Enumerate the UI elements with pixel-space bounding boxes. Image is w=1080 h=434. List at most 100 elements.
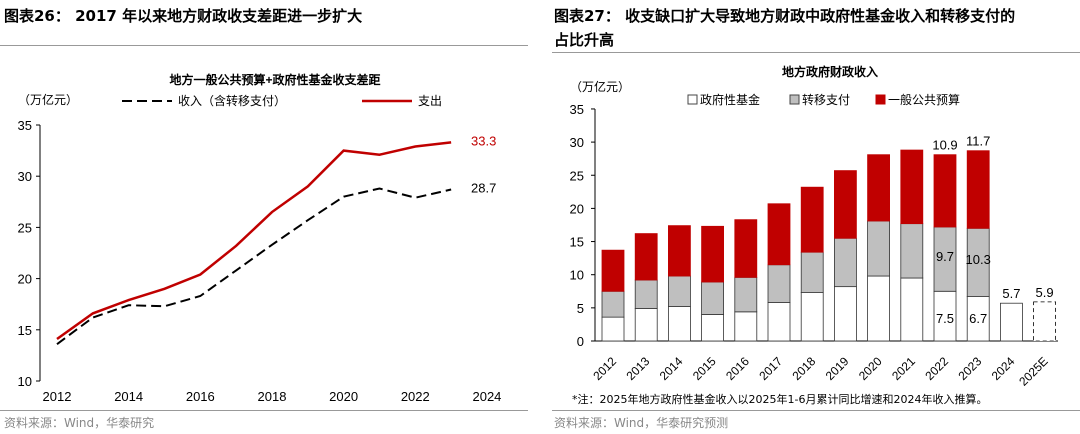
y-tick-label: 25 [18, 220, 32, 235]
bar-2020-1 [867, 220, 890, 277]
y-tick-label: 0 [577, 334, 584, 349]
income-end-label: 28.7 [471, 181, 496, 196]
bar-2024-0 [1000, 302, 1023, 342]
x-tick-label: 2016 [723, 354, 752, 383]
x-tick-label: 2022 [401, 389, 430, 404]
y-tick-label: 10 [18, 374, 32, 389]
bar-2017-2 [767, 203, 791, 266]
right-title-rule [552, 52, 1080, 53]
x-tick-label: 2024 [989, 354, 1018, 383]
x-tick-label: 2025E [1016, 354, 1050, 388]
x-tick-label: 2024 [472, 389, 501, 404]
data-label: 10.3 [966, 252, 991, 267]
x-tick-label: 2014 [114, 389, 143, 404]
bar-2013-2 [634, 233, 658, 281]
legend-label-income: 收入（含转移支付） [178, 93, 286, 108]
right-chart-title: 地方政府财政收入 [782, 64, 878, 79]
data-label: 10.9 [932, 138, 957, 153]
x-tick-label: 2015 [690, 354, 719, 383]
data-label: 7.5 [936, 311, 954, 326]
bar-2020-0 [867, 275, 890, 342]
x-tick-label: 2019 [823, 354, 852, 383]
bar-2023-2 [966, 150, 990, 229]
x-tick-label: 2013 [624, 354, 653, 383]
y-tick-label: 35 [18, 118, 32, 133]
left-chart-title: 地方一般公共预算+政府性基金收支差距 [169, 72, 380, 87]
bar-2015-2 [701, 225, 724, 283]
bar-2018-1 [800, 251, 824, 294]
x-tick-label: 2021 [889, 354, 918, 383]
bar-2017-1 [767, 264, 791, 303]
bar-2013-0 [634, 308, 658, 342]
data-label: 5.9 [1036, 285, 1054, 300]
bar-2014-1 [668, 275, 691, 307]
legend-label-0: 政府性基金 [700, 92, 760, 107]
left-figure-title: 图表26： 2017 年以来地方财政收支差距进一步扩大 [4, 7, 363, 25]
legend-swatch-0 [687, 94, 698, 105]
left-footer-rule [0, 410, 528, 411]
y-tick-label: 30 [18, 169, 32, 184]
legend-label-2: 一般公共预算 [888, 92, 960, 107]
data-label: 6.7 [969, 311, 987, 326]
x-tick-label: 2022 [922, 354, 951, 383]
bar-2022-2 [933, 154, 957, 228]
bar-2016-0 [734, 311, 758, 342]
data-label: 11.7 [966, 134, 990, 149]
x-tick-label: 2020 [329, 389, 358, 404]
bar-2017-0 [767, 302, 791, 342]
bar-2019-1 [834, 237, 857, 288]
bar-2013-1 [634, 279, 658, 309]
bar-2015-0 [701, 314, 724, 342]
expenditure-line [56, 141, 452, 341]
right-figure-title-line1: 图表27： 收支缺口扩大导致地方财政中政府性基金收入和转移支付的 [554, 7, 1016, 25]
y-tick-label: 30 [570, 135, 584, 150]
right-note: *注：2025年地方政府性基金收入以2025年1-6月累计同比增速和2024年收… [572, 393, 988, 406]
x-tick-label: 2014 [657, 354, 686, 383]
x-tick-label: 2016 [186, 389, 215, 404]
x-tick-label: 2018 [790, 354, 819, 383]
bar-2020-2 [867, 154, 890, 222]
bar-2016-1 [734, 276, 758, 313]
y-tick-label: 20 [18, 272, 32, 287]
expenditure-end-label: 33.3 [471, 133, 496, 148]
bar-2012-0 [601, 316, 625, 342]
x-tick-label: 2018 [258, 389, 287, 404]
bar-2021-0 [900, 277, 924, 342]
left-y-unit: （万亿元） [18, 92, 78, 107]
left-source: 资料来源：Wind，华泰研究 [4, 416, 155, 430]
bar-2019-2 [834, 170, 857, 239]
y-tick-label: 15 [18, 323, 32, 338]
y-tick-label: 15 [570, 235, 584, 250]
bar-2018-0 [800, 292, 824, 342]
bar-2021-1 [900, 223, 924, 279]
legend-swatch-1 [789, 94, 800, 105]
bar-2014-0 [668, 306, 691, 342]
right-footer-rule [552, 410, 1080, 411]
data-label: 5.7 [1002, 286, 1020, 301]
right-source: 资料来源：Wind，华泰研究预测 [554, 416, 729, 430]
bar-2019-0 [834, 286, 857, 342]
right-y-unit: （万亿元） [570, 79, 630, 94]
legend-label-expenditure: 支出 [418, 94, 442, 108]
y-tick-label: 5 [577, 301, 584, 316]
y-tick-label: 10 [570, 268, 584, 283]
y-tick-label: 25 [570, 168, 584, 183]
legend-label-1: 转移支付 [802, 92, 850, 107]
income-line [56, 187, 452, 345]
right-figure-title-line2: 占比升高 [554, 31, 615, 49]
bar-2021-2 [900, 149, 924, 225]
bar-2025E-0 [1033, 301, 1056, 342]
left-title-rule [0, 45, 528, 46]
x-tick-label: 2023 [956, 354, 985, 383]
y-tick-label: 20 [570, 201, 584, 216]
bar-2014-2 [668, 225, 691, 277]
y-tick-label: 35 [570, 102, 584, 117]
bar-2018-2 [800, 186, 824, 253]
x-tick-label: 2012 [43, 389, 72, 404]
bar-2012-1 [601, 290, 625, 318]
legend-swatch-2 [875, 94, 886, 105]
data-label: 9.7 [936, 249, 954, 264]
bar-2012-2 [601, 249, 625, 292]
x-tick-label: 2012 [590, 354, 619, 383]
